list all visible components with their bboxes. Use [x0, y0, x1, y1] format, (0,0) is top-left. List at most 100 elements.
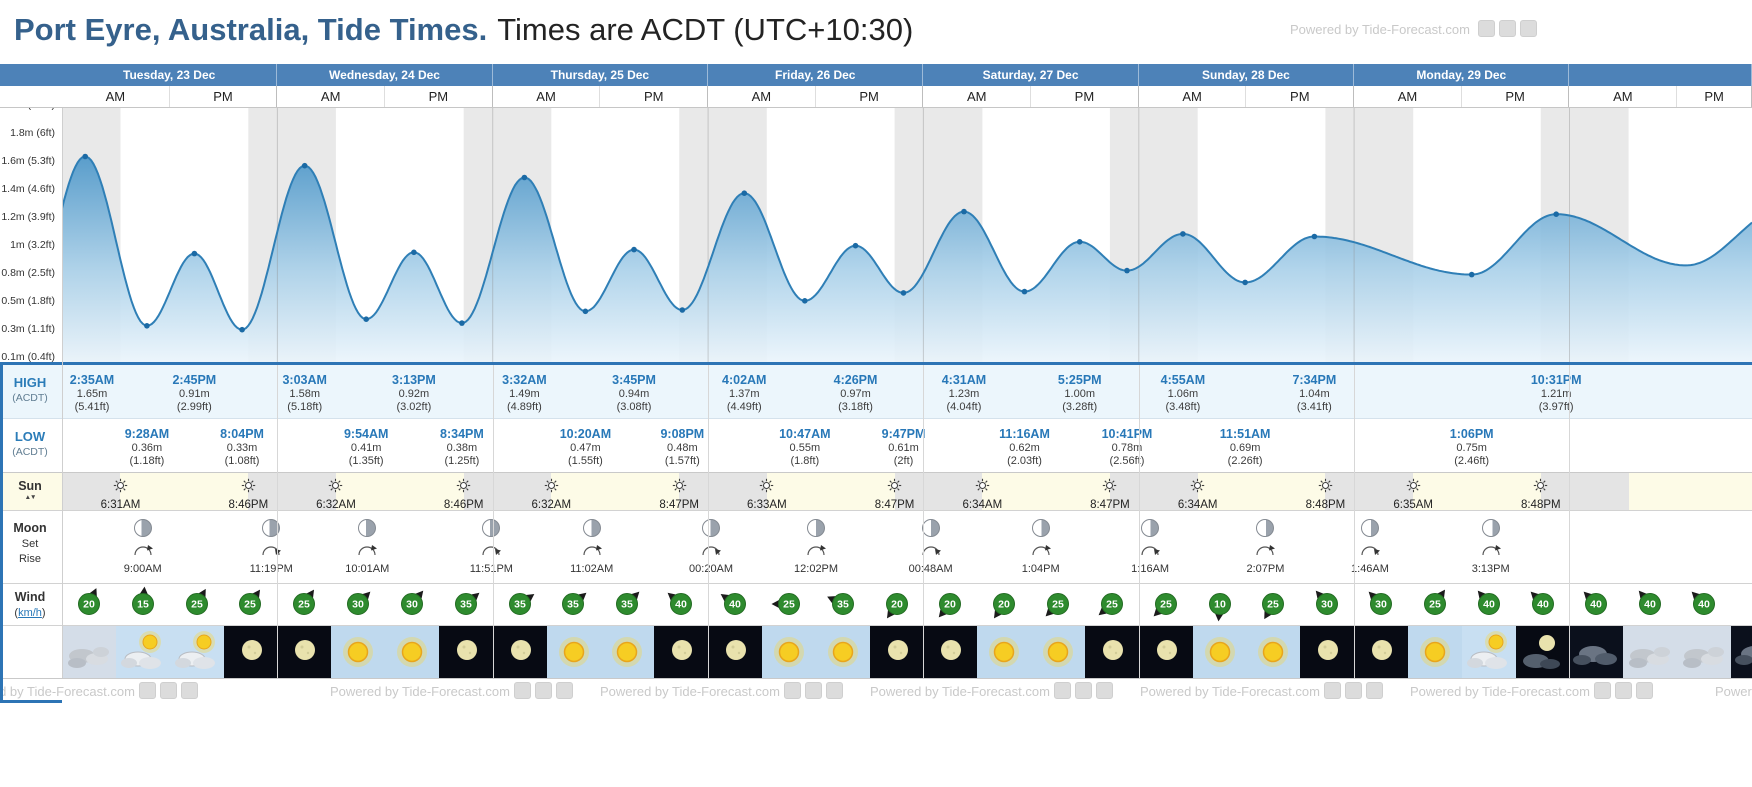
- app-store-icon: [534, 682, 552, 699]
- tide-height-m: 0.33m: [226, 442, 258, 454]
- moonrise-entry: 1:04PM: [1009, 519, 1073, 575]
- wind-direction-arrow-icon: [1584, 591, 1593, 600]
- moonset-entry: 1:16AM: [1118, 519, 1182, 575]
- svg-text:30: 30: [406, 599, 418, 611]
- day-header-row: Tuesday, 23 Dec Wednesday, 24 Dec Thursday…: [0, 64, 1752, 86]
- low-label: LOW: [14, 429, 46, 444]
- low-tide-entry: 8:04PM 0.33m (1.08ft): [199, 427, 285, 467]
- wind-direction-arrow-icon: [1691, 591, 1700, 600]
- weather-icon-moon-night: [923, 626, 978, 679]
- tide-time: 8:34PM: [440, 427, 484, 441]
- svg-text:35: 35: [837, 599, 849, 611]
- app-store-icon: [1477, 20, 1495, 37]
- app-store-icon: [555, 682, 573, 699]
- app-store-icon: [1365, 682, 1383, 699]
- wind-badge: 25: [1255, 586, 1291, 627]
- tide-chart: [62, 108, 1752, 362]
- sun-rise-time: 6:34AM: [962, 499, 1003, 511]
- app-store-icon: [804, 682, 822, 699]
- sun-row: Sun ▲▼ 6:31AM 8:46PM 6:32AM 8:46PM 6:32AM 8:4…: [0, 472, 1752, 511]
- moon-rise-arc-icon: [1256, 545, 1276, 556]
- tide-time: 2:45PM: [172, 373, 217, 387]
- svg-text:20: 20: [998, 599, 1010, 611]
- moon-rise-time: 3:13PM: [1471, 563, 1510, 575]
- sunset-entry: 8:46PM: [432, 478, 496, 511]
- low-tide-entry: 10:41PM 0.78m (2.56ft): [1084, 427, 1170, 467]
- moon-label: Moon: [13, 521, 47, 535]
- tide-height-ft: (1.57ft): [664, 455, 700, 467]
- sun-icon: [1534, 478, 1548, 493]
- wind-badge: 25: [1040, 586, 1076, 627]
- tide-time: 8:04PM: [220, 427, 264, 441]
- day-header-cell: Tuesday, 23 Dec: [62, 64, 278, 86]
- wind-direction-arrow-icon: [1315, 590, 1324, 599]
- low-tide-entry: 9:47PM 0.61m (2ft): [861, 427, 947, 467]
- ampm-label: PM: [1462, 86, 1570, 107]
- watermark: Powered by Tide-Forecast.com: [0, 682, 198, 699]
- wind-badge: 25: [771, 586, 807, 627]
- wind-direction-arrow-icon: [771, 600, 779, 608]
- wind-direction-arrow-icon: [578, 592, 587, 601]
- day-boundary-line: [923, 365, 925, 678]
- tide-time: 3:32AM: [502, 373, 547, 387]
- wind-unit-suffix: ): [41, 607, 46, 619]
- high-tide-entry: 3:32AM 1.49m (4.89ft): [481, 373, 567, 413]
- moonrise-entry: 9:00AM: [111, 519, 175, 575]
- sun-rise-time: 6:34AM: [1177, 499, 1218, 511]
- moon-phase-icon: [921, 519, 940, 537]
- moon-rise-arc-icon: [358, 545, 378, 556]
- wind-direction-arrow-icon: [994, 609, 1002, 619]
- svg-text:25: 25: [1268, 599, 1280, 611]
- tide-time: 11:16AM: [999, 427, 1050, 441]
- wind-badge: 25: [1148, 586, 1184, 627]
- tide-height-ft: (2.99ft): [176, 401, 212, 413]
- ampm-label: AM: [493, 86, 601, 107]
- wind-unit-link[interactable]: km/h: [18, 607, 42, 619]
- sun-icon: [672, 478, 686, 493]
- weather-icon-moon-night: [277, 626, 332, 679]
- moonset-entry: 11:19PM: [239, 519, 303, 575]
- moon-row-label: Moon Set Rise: [0, 511, 60, 583]
- weather-icon-sun: [1407, 626, 1462, 679]
- high-tide-entry: 5:25PM 1.00m (3.28ft): [1037, 373, 1123, 413]
- high-tide-entry: 4:31AM 1.23m (4.04ft): [921, 373, 1007, 413]
- moonset-entry: 1:46AM: [1338, 519, 1402, 575]
- tide-height-ft: (1.25ft): [444, 455, 480, 467]
- ampm-label: PM: [385, 86, 493, 107]
- weather-icon-sun: [600, 626, 655, 679]
- wind-direction-arrow-icon: [1264, 610, 1272, 620]
- y-axis-tick-label: 0.1m (0.4ft): [1, 351, 55, 362]
- tide-time: 11:51AM: [1219, 427, 1271, 441]
- svg-text:30: 30: [1375, 599, 1387, 611]
- sun-icon: [760, 478, 774, 493]
- app-store-icon: [1053, 682, 1071, 699]
- y-axis-labels: 0.1m (0.4ft) 0.3m (1.1ft) 0.5m (1.8ft) 0.8m…: [0, 108, 58, 362]
- wind-direction-arrow-icon: [939, 609, 947, 618]
- app-store-icon: [1519, 20, 1537, 37]
- wind-direction-arrow-icon: [826, 596, 836, 604]
- day-boundary-line: [1569, 365, 1571, 678]
- app-store-icon: [180, 682, 198, 699]
- high-row-label: HIGH (ACDT): [0, 365, 60, 418]
- sunset-entry: 8:48PM: [1509, 478, 1573, 511]
- watermark-text: Powered by Tide-Forecast.com: [0, 684, 135, 699]
- app-store-icon: [1095, 682, 1113, 699]
- svg-text:10: 10: [1214, 599, 1226, 611]
- sunrise-entry: 6:31AM: [88, 478, 152, 511]
- tide-height-m: 0.75m: [1456, 442, 1487, 454]
- axis-gutter-line: [62, 108, 63, 678]
- weather-icon-moon-night: [438, 626, 493, 679]
- svg-text:20: 20: [83, 599, 95, 611]
- moon-phase-icon: [1256, 519, 1275, 537]
- tide-height-m: 1.37m: [728, 388, 760, 400]
- weather-icon-sun-clouds: [115, 626, 170, 679]
- wind-badge: 25: [232, 586, 268, 627]
- sun-icon: [113, 478, 128, 493]
- tide-height-ft: (4.89ft): [506, 401, 542, 413]
- weather-icon-sun: [385, 626, 440, 679]
- moon-rise-arc-icon: [807, 545, 827, 556]
- ampm-label: PM: [170, 86, 278, 107]
- ampm-label: PM: [1677, 86, 1752, 107]
- svg-text:25: 25: [1106, 599, 1118, 611]
